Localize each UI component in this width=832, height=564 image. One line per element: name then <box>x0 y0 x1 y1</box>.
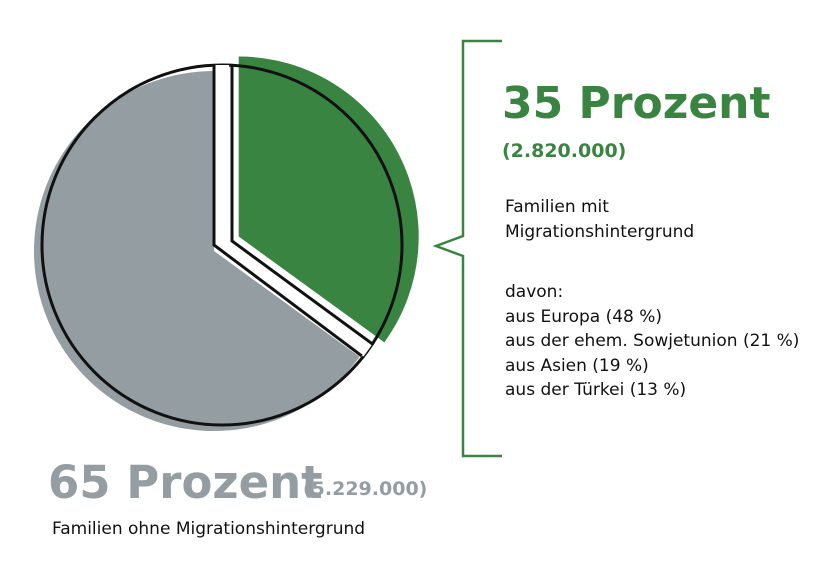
pie-slice-without-migration <box>33 71 360 431</box>
breakdown-item: aus der ehem. Sowjetunion (21 %) <box>505 331 800 351</box>
with-migration-label-line2: Migrationshintergrund <box>505 222 695 242</box>
with-migration-label-line1: Familien mit <box>505 197 609 217</box>
pie-gap <box>215 65 372 357</box>
bracket-line <box>432 39 502 458</box>
pie-divider-green <box>230 65 375 347</box>
without-migration-label: Familien ohne Migrationshintergrund <box>52 519 366 539</box>
without-migration-percent: 65 Prozent <box>48 456 323 509</box>
with-migration-percent: 35 Prozent <box>502 78 771 129</box>
pie-divider-grey <box>212 65 363 358</box>
breakdown-item: aus Europa (48 %) <box>505 306 663 327</box>
origin-breakdown: davon: aus Europa (48 %) aus der ehem. S… <box>505 280 799 403</box>
with-migration-count: (2.820.000) <box>502 140 627 162</box>
breakdown-item: aus der Türkei (13 %) <box>505 380 687 400</box>
pie-slice-with-migration <box>238 56 419 343</box>
without-migration-count: (5.229.000) <box>303 478 428 500</box>
with-migration-label: Familien mit Migrationshintergrund <box>505 195 694 245</box>
breakdown-title: davon: <box>505 282 564 302</box>
breakdown-item: aus Asien (19 %) <box>505 355 649 376</box>
